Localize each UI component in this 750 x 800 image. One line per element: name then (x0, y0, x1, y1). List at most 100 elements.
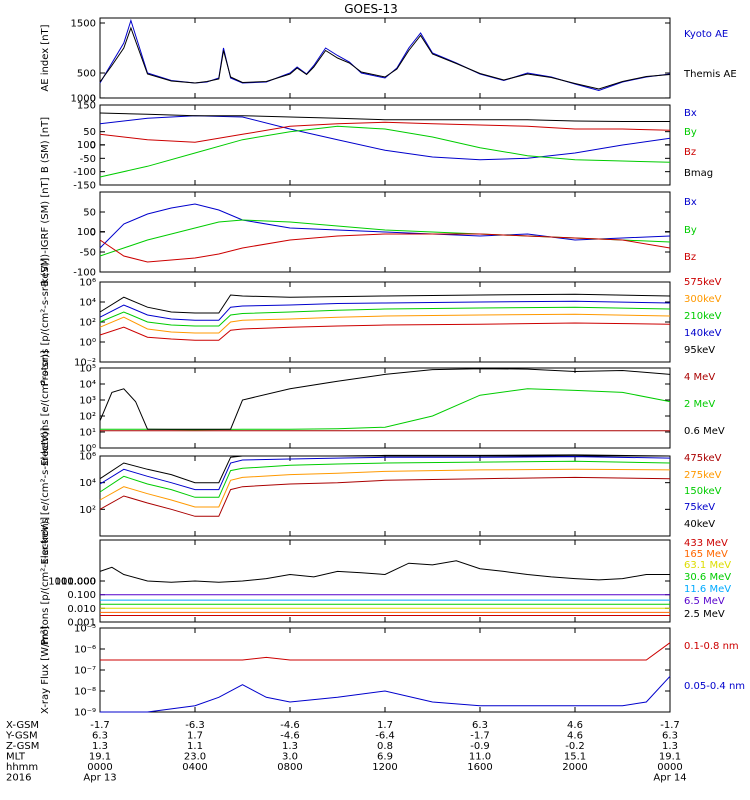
y-tick-label: 10⁵ (79, 364, 96, 375)
y-tick-label: 10⁻⁹ (74, 708, 96, 719)
y-tick-label: 10⁰ (79, 338, 96, 349)
series-line-300kev (99, 313, 671, 334)
y-tick-label: 0.010 (67, 604, 96, 615)
y-axis-label: Protons [p/(cm²-s-sr-keV)] (40, 258, 51, 386)
ephemeris-value: 1200 (372, 762, 397, 773)
y-tick-label: 10² (79, 412, 96, 423)
ephemeris-value: Apr 14 (653, 773, 686, 784)
panel-6: 10² 10⁴ 10⁶ Electrons [e/(cm²-s-sr-keV)] 475… (40, 427, 722, 564)
ephemeris-value: 0800 (277, 762, 302, 773)
series-line-75kev (99, 456, 671, 491)
ephemeris-value: 3.0 (282, 752, 298, 763)
legend-label: 275keV (684, 470, 722, 481)
legend-label: 475keV (684, 453, 722, 464)
ephemeris-value: 4.6 (567, 731, 583, 742)
y-tick-label: -100 (73, 268, 96, 279)
legend-label: 30.6 MeV (684, 572, 731, 583)
series-line-bz (99, 233, 671, 263)
y-tick-label: 150 (77, 101, 96, 112)
y-axis-label: Electrons [e/(cm²-s-sr-keV)] (40, 427, 51, 564)
legend-label: 0.1-0.8 nm (684, 641, 739, 652)
series-line-210kev (99, 306, 671, 327)
series-line-275kev (99, 468, 671, 508)
legend-label: Bz (684, 147, 696, 158)
legend-label: 165 MeV (684, 549, 728, 560)
ephemeris-value: 1600 (467, 762, 492, 773)
y-tick-label: 100 (77, 140, 96, 151)
y-tick-label: 1000.000 (48, 577, 96, 588)
legend-label: 4 MeV (684, 372, 715, 383)
ephemeris-value: -0.9 (470, 741, 490, 752)
y-tick-label: 10⁴ (79, 478, 96, 489)
legend-label: 575keV (684, 277, 722, 288)
y-tick-label: 10⁻⁶ (74, 645, 96, 656)
panel-7: 0.001 0.010 0.100 1.00010.000100.0001000.00… (40, 517, 731, 645)
ephemeris-value: 1.3 (662, 741, 678, 752)
figure-title: GOES-13 (344, 2, 398, 16)
ephemeris-value: 0400 (182, 762, 207, 773)
panel-1: 0 500 1000 1500 AE index [nT] Kyoto AE Themis … (40, 17, 737, 105)
y-tick-label: 1500 (71, 19, 96, 30)
legend-label: By (684, 225, 697, 236)
y-tick-label: 10⁻⁷ (74, 666, 96, 677)
series-line-475kev (99, 476, 671, 517)
ephemeris-value: 0000 (87, 762, 112, 773)
series-line-150kev (99, 460, 671, 498)
legend-label: 140keV (684, 328, 722, 339)
legend-label: Themis AE (683, 69, 737, 80)
series-line-575kev (99, 322, 671, 341)
panel-4: 10⁻² 10⁰ 10² 10⁴ 10⁶ Protons [p/(cm²-s-sr-keV… (40, 258, 722, 386)
legend-label: 75keV (684, 502, 715, 513)
legend-label: 150keV (684, 486, 722, 497)
series-line-2-mev (100, 388, 671, 431)
legend-label: 210keV (684, 311, 722, 322)
y-tick-label: 10¹ (79, 428, 96, 439)
ephemeris-value: 15.1 (564, 752, 586, 763)
y-tick-label: 100.000 (55, 577, 96, 588)
y-tick-label: 0 (90, 141, 96, 152)
ephemeris-value: 6.3 (662, 731, 678, 742)
ephemeris-value: Apr 13 (83, 773, 116, 784)
y-tick-label: 10⁻² (74, 358, 96, 369)
y-tick-label: -150 (73, 181, 96, 192)
series-line-themis-ae (99, 26, 671, 90)
ephemeris-value: 6.3 (472, 720, 488, 731)
legend-label: 63.1 MeV (684, 560, 731, 571)
y-axis-label: X-ray Flux [W/m²] (40, 626, 51, 714)
y-tick-label: 500 (77, 69, 96, 80)
y-tick-label: 10⁶ (79, 278, 96, 289)
ephemeris-value: 6.9 (377, 752, 393, 763)
ephemeris-value: 1.3 (282, 741, 298, 752)
series-line-95kev (99, 293, 671, 314)
legend-label: Bz (684, 252, 696, 263)
series-line-bmag (99, 112, 670, 122)
y-tick-label: 10⁰ (79, 444, 96, 455)
panel-8: 10⁻⁹ 10⁻⁸ 10⁻⁷ 10⁻⁶ 10⁻⁵ X-ray Flux [W/m²] 0.1… (40, 624, 745, 719)
series-line-bz (99, 121, 671, 143)
ephemeris-value: 1.3 (92, 741, 108, 752)
y-axis-label: Electrons [e/(cm²-s-sr)] (40, 350, 51, 466)
y-tick-label: -50 (80, 154, 96, 165)
legend-label: 95keV (684, 345, 715, 356)
y-tick-label: 0.001 (67, 618, 96, 629)
y-axis-label: AE index [nT] (40, 24, 51, 91)
panel-frame (99, 539, 671, 623)
legend-label: 40keV (684, 519, 715, 530)
legend-label: 11.6 MeV (684, 584, 731, 595)
ephemeris-value: 4.6 (567, 720, 583, 731)
y-axis-label: Protons [p/(cm²-s-sr-keV)] (40, 517, 51, 645)
ephemeris-row-label: MLT (6, 752, 26, 763)
y-axis-label: B (SM)-IGRF (SM) [nT] (40, 177, 51, 286)
y-tick-label: 1000 (71, 93, 96, 104)
ephemeris-table: X-GSM -1.7 -6.3 -4.6 1.7 6.3 4.6 -1.7Y-GSM 6.3 1.… (5, 720, 687, 784)
legend-label: Kyoto AE (684, 29, 728, 40)
ephemeris-value: -6.3 (185, 720, 205, 731)
y-tick-label: -50 (80, 248, 96, 259)
ephemeris-row-label: hhmm (6, 762, 38, 773)
ephemeris-row-label: X-GSM (6, 720, 39, 731)
ephemeris-value: 1.7 (377, 720, 393, 731)
ephemeris-value: -1.7 (90, 720, 110, 731)
y-tick-label: 1.000 (67, 577, 96, 588)
ephemeris-value: 23.0 (184, 752, 206, 763)
y-tick-label: 0 (90, 228, 96, 239)
